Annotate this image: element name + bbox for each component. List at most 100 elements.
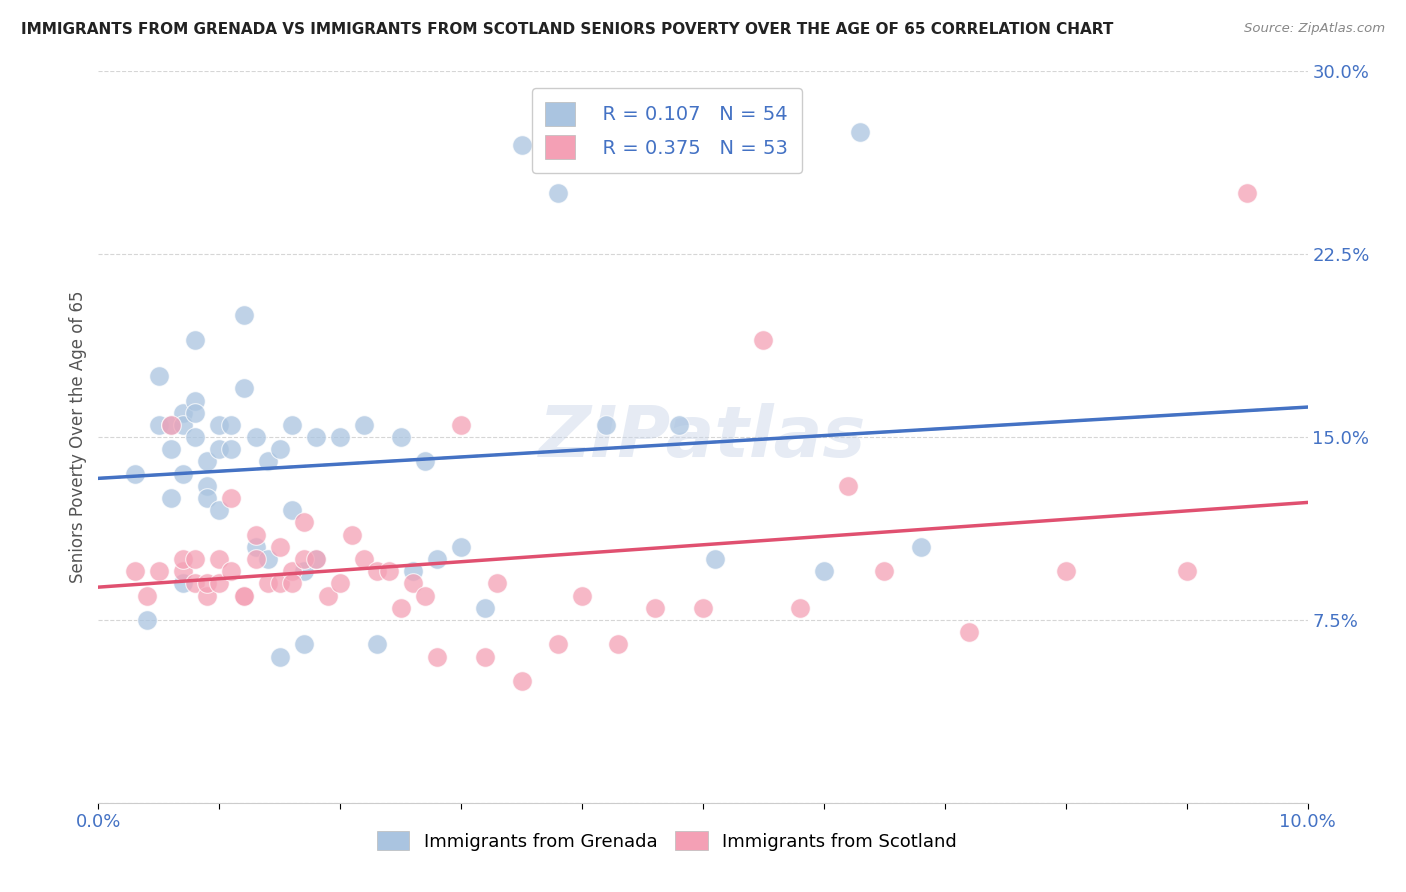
Point: [510, 673, 533, 688]
Point: [377, 564, 399, 578]
Text: IMMIGRANTS FROM GRENADA VS IMMIGRANTS FROM SCOTLAND SENIORS POVERTY OVER THE AGE: IMMIGRANTS FROM GRENADA VS IMMIGRANTS FR…: [21, 22, 1114, 37]
Point: [232, 308, 254, 322]
Point: [292, 637, 315, 651]
Point: [426, 552, 449, 566]
Point: [195, 491, 218, 505]
Point: [232, 589, 254, 603]
Point: [221, 491, 243, 505]
Point: [789, 600, 811, 615]
Point: [148, 369, 170, 384]
Point: [305, 552, 328, 566]
Point: [910, 540, 932, 554]
Point: [184, 333, 207, 347]
Point: [221, 442, 243, 457]
Point: [305, 552, 328, 566]
Point: [172, 417, 194, 432]
Point: [426, 649, 449, 664]
Point: [208, 442, 231, 457]
Point: [474, 600, 496, 615]
Point: [366, 637, 388, 651]
Point: [172, 406, 194, 420]
Point: [135, 589, 157, 603]
Point: [402, 564, 425, 578]
Point: [305, 430, 328, 444]
Point: [221, 564, 243, 578]
Point: [402, 576, 425, 591]
Point: [124, 467, 146, 481]
Point: [160, 417, 183, 432]
Point: [292, 564, 315, 578]
Point: [232, 381, 254, 395]
Point: [160, 442, 183, 457]
Point: [208, 576, 231, 591]
Point: [353, 417, 375, 432]
Point: [849, 125, 872, 139]
Point: [172, 467, 194, 481]
Point: [813, 564, 835, 578]
Point: [607, 637, 630, 651]
Point: [221, 417, 243, 432]
Point: [195, 454, 218, 468]
Y-axis label: Seniors Poverty Over the Age of 65: Seniors Poverty Over the Age of 65: [69, 291, 87, 583]
Point: [269, 576, 291, 591]
Point: [1236, 186, 1258, 201]
Point: [692, 600, 714, 615]
Point: [195, 576, 218, 591]
Point: [256, 576, 278, 591]
Point: [195, 589, 218, 603]
Point: [873, 564, 896, 578]
Point: [269, 649, 291, 664]
Point: [413, 454, 436, 468]
Point: [292, 552, 315, 566]
Point: [329, 430, 352, 444]
Point: [269, 540, 291, 554]
Point: [486, 576, 509, 591]
Point: [704, 552, 727, 566]
Point: [342, 527, 364, 541]
Point: [184, 552, 207, 566]
Point: [184, 406, 207, 420]
Point: [256, 454, 278, 468]
Point: [245, 527, 267, 541]
Point: [281, 503, 304, 517]
Point: [124, 564, 146, 578]
Point: [547, 637, 569, 651]
Point: [184, 393, 207, 408]
Point: [208, 552, 231, 566]
Point: [389, 600, 412, 615]
Point: [957, 625, 980, 640]
Point: [256, 552, 278, 566]
Point: [413, 589, 436, 603]
Point: [353, 552, 375, 566]
Point: [172, 564, 194, 578]
Point: [232, 589, 254, 603]
Point: [281, 564, 304, 578]
Point: [644, 600, 666, 615]
Point: [510, 137, 533, 152]
Point: [1054, 564, 1077, 578]
Point: [184, 430, 207, 444]
Point: [160, 491, 183, 505]
Point: [208, 417, 231, 432]
Point: [450, 540, 472, 554]
Point: [366, 564, 388, 578]
Point: [571, 589, 593, 603]
Point: [269, 442, 291, 457]
Point: [450, 417, 472, 432]
Point: [1175, 564, 1198, 578]
Point: [148, 417, 170, 432]
Text: Source: ZipAtlas.com: Source: ZipAtlas.com: [1244, 22, 1385, 36]
Point: [195, 479, 218, 493]
Point: [172, 576, 194, 591]
Point: [245, 540, 267, 554]
Point: [837, 479, 859, 493]
Point: [389, 430, 412, 444]
Point: [281, 576, 304, 591]
Point: [245, 552, 267, 566]
Point: [208, 503, 231, 517]
Point: [474, 649, 496, 664]
Point: [245, 430, 267, 444]
Point: [135, 613, 157, 627]
Point: [316, 589, 339, 603]
Point: [281, 417, 304, 432]
